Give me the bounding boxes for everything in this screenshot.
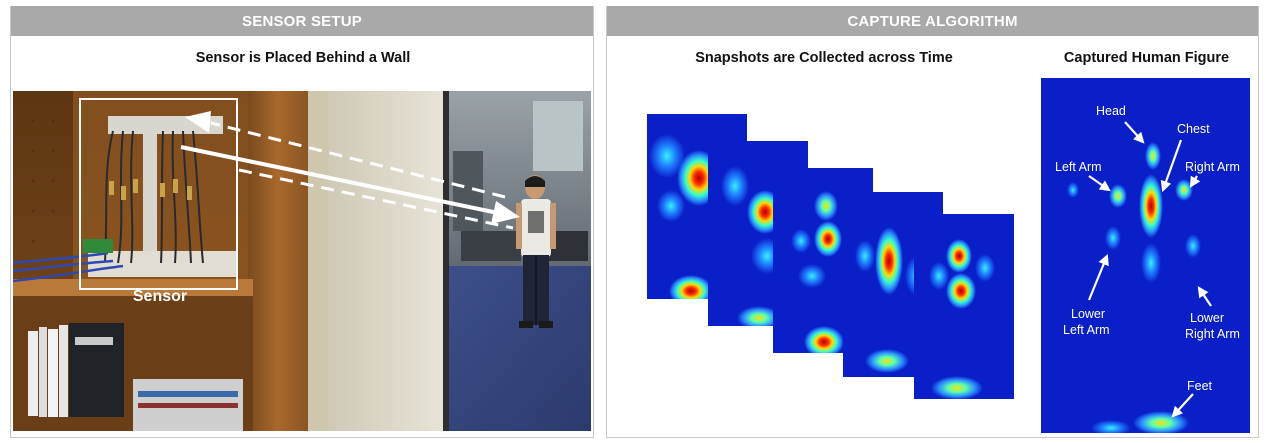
captured-human-figure: Head Chest Left Arm Right Arm Lower Left…	[1041, 78, 1250, 433]
snapshots-title: Snapshots are Collected across Time	[695, 50, 953, 66]
solid-arrow	[180, 145, 520, 224]
label-head: Head	[1096, 104, 1126, 118]
sensor-setup-header: SENSOR SETUP	[11, 6, 593, 36]
label-lower-right-arm-2: Right Arm	[1185, 327, 1240, 341]
label-feet: Feet	[1187, 379, 1213, 393]
sensor-setup-subtitle: Sensor is Placed Behind a Wall	[195, 50, 411, 66]
label-lower-left-arm-1: Lower	[1071, 307, 1105, 321]
label-chest: Chest	[1177, 122, 1210, 136]
lower-right-arm-blob	[1185, 234, 1201, 258]
sensor-highlight-box	[79, 98, 238, 290]
label-lower-left-arm-2: Left Arm	[1063, 323, 1110, 337]
head-blob	[1145, 142, 1161, 170]
snapshot-frame-5	[914, 214, 1014, 399]
label-right-arm: Right Arm	[1185, 160, 1240, 174]
capture-algorithm-panel: CAPTURE ALGORITHM Snapshots are Collecte…	[606, 6, 1259, 438]
left-arm-blob	[1109, 184, 1127, 208]
label-left-arm: Left Arm	[1055, 160, 1102, 174]
sensor-setup-photo: Sensor	[13, 91, 591, 431]
figure-title: Captured Human Figure	[1063, 50, 1230, 66]
chest-blob	[1139, 174, 1163, 238]
dashed-arrow	[185, 111, 514, 230]
pointer-arrows	[1087, 121, 1212, 418]
capture-algorithm-header: CAPTURE ALGORITHM	[607, 6, 1258, 36]
sensor-label: Sensor	[133, 288, 187, 305]
label-lower-right-arm-1: Lower	[1190, 311, 1224, 325]
right-arm-blob	[1175, 179, 1193, 201]
sensor-setup-panel: SENSOR SETUP Sensor is Placed Behind a W…	[10, 6, 594, 438]
snapshot-frames	[647, 114, 1014, 399]
lower-left-arm-blob	[1105, 226, 1121, 250]
